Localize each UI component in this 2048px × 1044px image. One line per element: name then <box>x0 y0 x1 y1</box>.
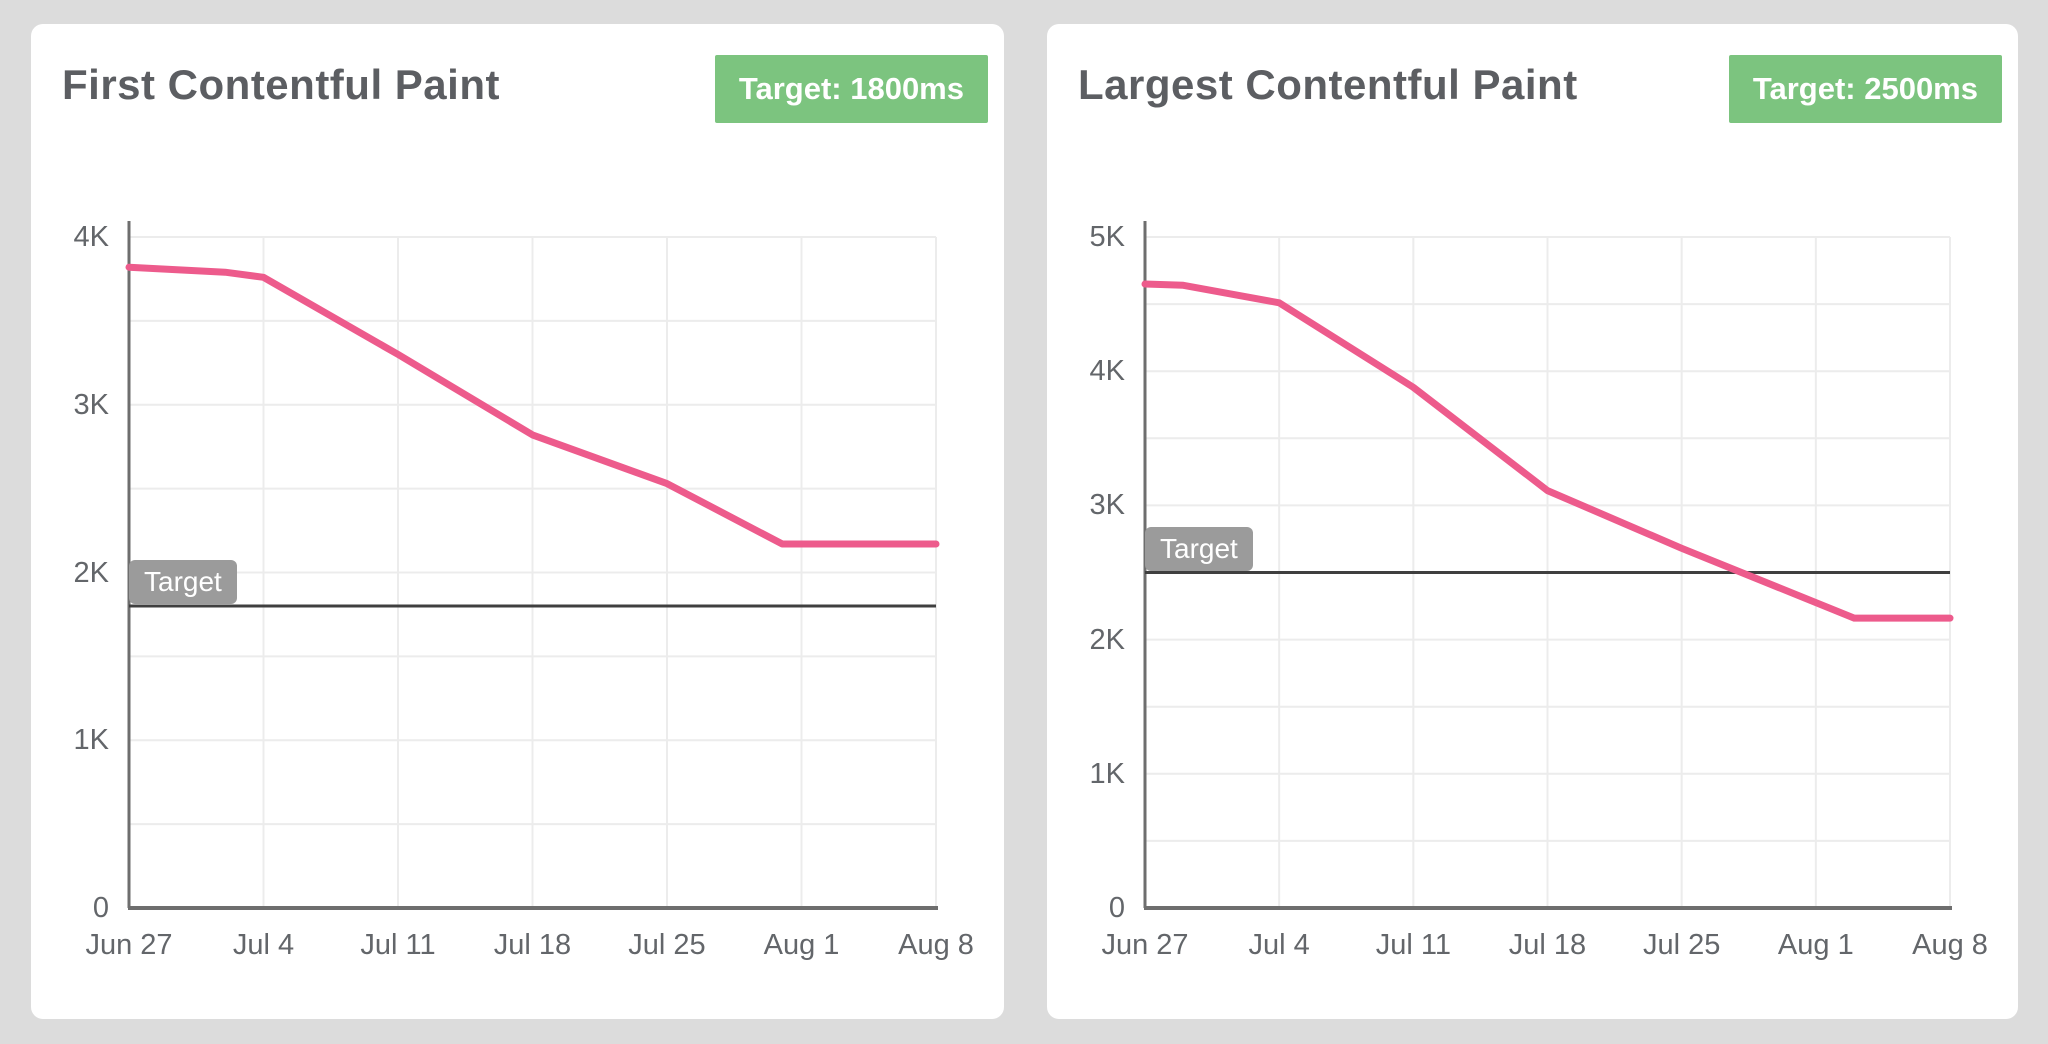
x-tick-label: Aug 8 <box>1912 929 1988 961</box>
line-chart-svg <box>125 221 940 910</box>
series-line-fcp <box>125 263 940 548</box>
x-tick-label: Jul 11 <box>1375 929 1451 961</box>
x-tick-label: Aug 1 <box>1777 929 1854 961</box>
x-tick-label: Aug 1 <box>763 929 840 961</box>
y-tick-label: 5K <box>1089 221 1125 253</box>
fcp-target-badge: Target: 1800ms <box>714 55 988 123</box>
x-tick-label: Jul 11 <box>360 929 436 961</box>
x-tick-label: Jul 18 <box>1508 929 1587 961</box>
y-tick-label: 0 <box>92 892 109 924</box>
x-tick-label: Aug 8 <box>898 929 974 961</box>
y-tick-label: 2K <box>73 556 109 589</box>
target-line-label: Target <box>1145 526 1253 571</box>
y-tick-label: 1K <box>73 724 109 757</box>
lcp-target-badge: Target: 2500ms <box>1728 55 2002 123</box>
y-tick-label: 3K <box>73 388 109 421</box>
lcp-chart-title: Largest Contentful Paint <box>1078 61 1578 108</box>
fcp-card: First Contentful Paint Target: 1800ms 0 1… <box>31 24 1004 1019</box>
y-tick-label: 4K <box>73 221 109 253</box>
y-tick-label: 2K <box>1089 623 1125 656</box>
target-line-label: Target <box>129 560 237 605</box>
x-tick-label: Jul 25 <box>1642 929 1721 961</box>
fcp-line-chart: 0 1K 2K 3K 4K Jun 27 Jul 4 Jul 11 Jul 18 Jul 25 Au… <box>31 24 1004 1019</box>
y-tick-label: 0 <box>1108 892 1125 924</box>
x-tick-label: Jul 18 <box>493 929 572 961</box>
line-chart-svg <box>1141 221 1954 910</box>
y-tick-label: 4K <box>1089 355 1125 388</box>
y-tick-label: 3K <box>1089 489 1125 522</box>
x-tick-label: Jun 27 <box>85 929 173 961</box>
lcp-card: Largest Contentful Paint Target: 2500ms … <box>1047 24 2018 1019</box>
x-tick-label: Jul 4 <box>1248 929 1310 961</box>
series-line-lcp <box>1141 280 1954 622</box>
lcp-line-chart: 0 1K 2K 3K 4K 5K Jun 27 Jul 4 Jul 11 Jul 18 Jul 25… <box>1047 24 2018 1019</box>
fcp-chart-title: First Contentful Paint <box>62 61 500 108</box>
x-tick-label: Jul 4 <box>232 929 295 961</box>
x-tick-label: Jul 25 <box>628 929 706 961</box>
x-tick-label: Jun 27 <box>1101 929 1189 961</box>
y-tick-label: 1K <box>1089 757 1125 790</box>
